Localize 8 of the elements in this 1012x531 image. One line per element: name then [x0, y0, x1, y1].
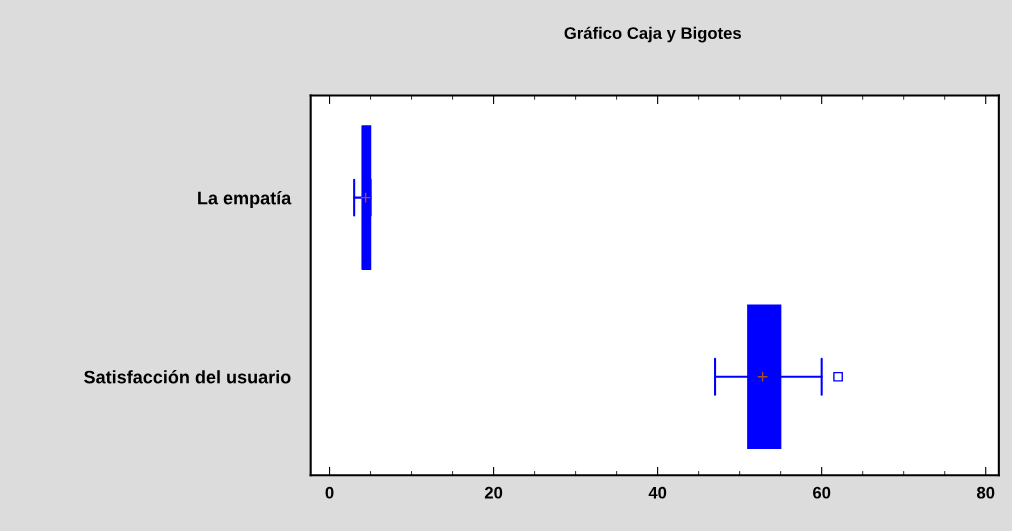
x-tick-label: 20 [484, 486, 503, 499]
x-tick-label: 60 [813, 486, 831, 499]
x-tick-label: 0 [325, 486, 334, 499]
y-tick-label: La empatía [198, 191, 292, 209]
x-tick-label: 80 [976, 486, 995, 499]
x-tick-label: 40 [648, 486, 667, 499]
y-tick-label: Satisfacción del usuario [84, 370, 291, 384]
chart-title: Gráfico Caja y Bigotes [564, 26, 741, 43]
